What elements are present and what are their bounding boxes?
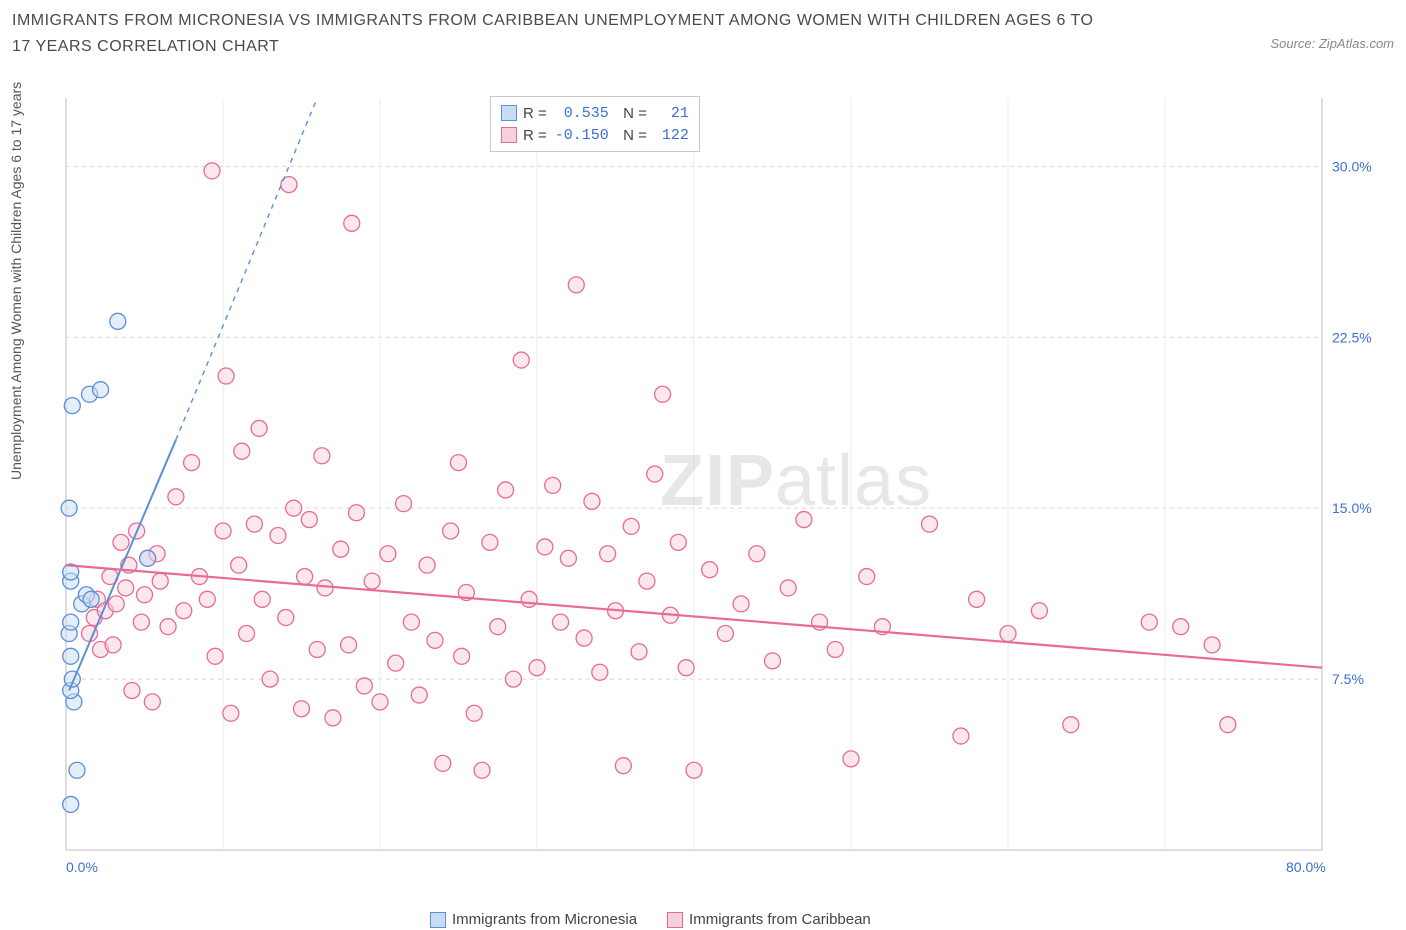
bottom-legend: Immigrants from Micronesia Immigrants fr… — [430, 911, 871, 928]
svg-text:0.0%: 0.0% — [66, 859, 98, 875]
n-value: 21 — [653, 105, 689, 122]
swatch-caribbean — [501, 127, 517, 143]
correlation-stats-box: R = 0.535 N = 21 R = -0.150 N = 122 — [490, 96, 700, 152]
stats-row: R = -0.150 N = 122 — [501, 124, 689, 146]
legend-label: Immigrants from Caribbean — [689, 911, 871, 928]
legend-item: Immigrants from Micronesia — [430, 911, 637, 928]
legend-label: Immigrants from Micronesia — [452, 911, 637, 928]
svg-text:80.0%: 80.0% — [1286, 859, 1326, 875]
svg-text:22.5%: 22.5% — [1332, 329, 1372, 345]
swatch-caribbean — [667, 912, 683, 928]
chart-header: IMMIGRANTS FROM MICRONESIA VS IMMIGRANTS… — [12, 8, 1394, 59]
chart-area: 7.5% 15.0% 22.5% 30.0% 0.0% 80.0% — [60, 90, 1380, 880]
scatter-plot: 7.5% 15.0% 22.5% 30.0% 0.0% 80.0% — [60, 90, 1380, 880]
svg-text:15.0%: 15.0% — [1332, 500, 1372, 516]
swatch-micronesia — [430, 912, 446, 928]
svg-text:30.0%: 30.0% — [1332, 158, 1372, 174]
chart-title: IMMIGRANTS FROM MICRONESIA VS IMMIGRANTS… — [12, 8, 1112, 59]
chart-source: Source: ZipAtlas.com — [1270, 36, 1394, 51]
swatch-micronesia — [501, 105, 517, 121]
r-value: -0.150 — [553, 127, 609, 144]
svg-text:7.5%: 7.5% — [1332, 671, 1364, 687]
y-axis-label: Unemployment Among Women with Children A… — [8, 82, 24, 480]
n-value: 122 — [653, 127, 689, 144]
legend-item: Immigrants from Caribbean — [667, 911, 871, 928]
r-value: 0.535 — [553, 105, 609, 122]
stats-row: R = 0.535 N = 21 — [501, 102, 689, 124]
